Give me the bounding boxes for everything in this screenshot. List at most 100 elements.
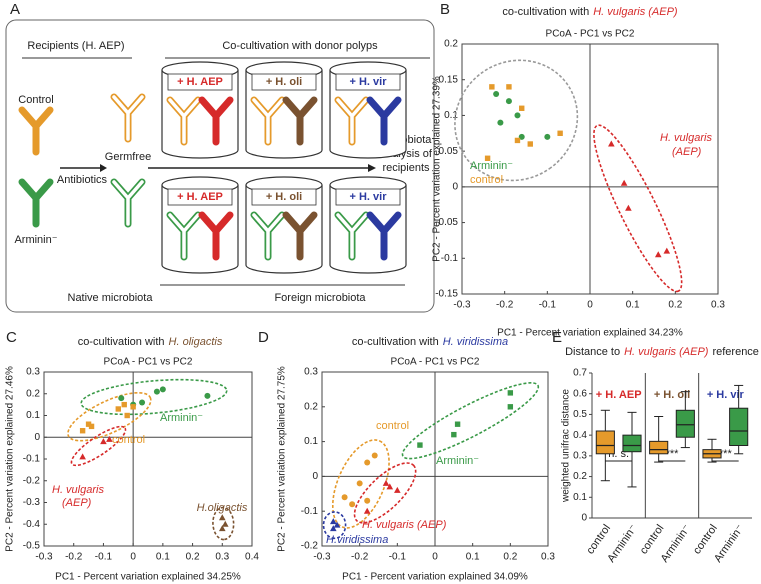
x-tick-label: 0.2 bbox=[186, 552, 200, 563]
polyp bbox=[366, 96, 402, 146]
significance: *** bbox=[719, 448, 733, 460]
point bbox=[484, 155, 491, 161]
y-axis-label: PC2 - Percent variation explained 27.46% bbox=[5, 366, 16, 552]
point bbox=[507, 404, 514, 410]
x-tick-label: 0.1 bbox=[626, 300, 640, 311]
y-tick-label: 0.7 bbox=[573, 368, 587, 379]
polyp-inner bbox=[112, 180, 144, 226]
annotation: control bbox=[112, 434, 145, 446]
chart-title: co-cultivation with H. viridissima bbox=[352, 336, 508, 348]
x-tick-label: 0.2 bbox=[668, 300, 682, 311]
label: Foreign microbiota bbox=[274, 292, 366, 304]
label: Control bbox=[18, 94, 53, 106]
y-tick-label: -0.2 bbox=[23, 475, 41, 486]
point bbox=[118, 395, 125, 402]
y-tick-label: 0 bbox=[312, 471, 318, 482]
box bbox=[675, 409, 695, 438]
box bbox=[649, 440, 669, 455]
label-box bbox=[335, 188, 401, 206]
point bbox=[204, 392, 211, 399]
y-tick-label: 0.3 bbox=[26, 367, 40, 378]
polyp bbox=[18, 178, 54, 228]
arrow-head bbox=[368, 164, 376, 172]
point bbox=[341, 494, 348, 501]
y-tick-label: -0.15 bbox=[435, 289, 458, 300]
point bbox=[518, 133, 525, 140]
polyp-inner bbox=[252, 98, 284, 144]
point bbox=[663, 247, 671, 254]
point bbox=[115, 406, 121, 412]
label-box bbox=[251, 188, 317, 206]
x-tick-label: 0.3 bbox=[215, 552, 229, 563]
x-tick-label: 0 bbox=[587, 300, 593, 311]
y-tick-label: 0.1 bbox=[573, 492, 587, 503]
y-tick-label: 0 bbox=[581, 513, 587, 524]
polyp-inner bbox=[252, 213, 284, 259]
point bbox=[349, 501, 356, 508]
box bbox=[729, 407, 749, 447]
point bbox=[106, 435, 113, 442]
y-tick-label: -0.05 bbox=[435, 217, 458, 228]
point bbox=[218, 514, 226, 521]
box bbox=[595, 430, 615, 455]
group-label: + H. AEP bbox=[596, 389, 642, 401]
x-tick-label: 0.3 bbox=[541, 552, 555, 563]
cluster-ellipse bbox=[593, 124, 683, 293]
point bbox=[493, 91, 500, 97]
point bbox=[514, 137, 521, 144]
cluster-ellipse bbox=[331, 439, 390, 529]
annotation: Arminin⁻ bbox=[470, 160, 513, 172]
label: Native microbiota bbox=[68, 292, 154, 304]
subtitle: PCoA - PC1 vs PC2 bbox=[104, 357, 193, 368]
point bbox=[544, 133, 551, 140]
label-box bbox=[335, 73, 401, 91]
x-tick-label: 0.1 bbox=[466, 552, 480, 563]
point bbox=[130, 404, 136, 410]
point bbox=[364, 459, 371, 466]
annotation: control bbox=[376, 420, 409, 432]
x-tick-label: -0.2 bbox=[65, 552, 83, 563]
label-box bbox=[167, 188, 233, 206]
panel-label: B bbox=[440, 1, 450, 18]
y-tick-label: -0.5 bbox=[23, 541, 41, 552]
point bbox=[489, 84, 495, 90]
title-species: H. vulgaris (AEP) bbox=[624, 346, 709, 358]
point bbox=[153, 388, 160, 395]
y-tick-label: 0.2 bbox=[26, 388, 40, 399]
y-tick-label: 0.2 bbox=[304, 401, 318, 412]
cluster-ellipse bbox=[67, 391, 152, 442]
polyp bbox=[282, 211, 318, 261]
cylinder-label: + H. oli bbox=[266, 76, 302, 88]
point bbox=[159, 386, 166, 393]
label: Arminin⁻ bbox=[14, 234, 57, 246]
cylinder-label: + H. AEP bbox=[177, 191, 223, 203]
point bbox=[79, 428, 86, 434]
label: Germfree bbox=[105, 151, 151, 163]
point bbox=[124, 412, 130, 419]
point bbox=[654, 251, 662, 258]
x-tick-label: 0 bbox=[432, 552, 438, 563]
cylinder-label: + H. AEP bbox=[177, 76, 223, 88]
panel-a-frame bbox=[5, 19, 435, 313]
x-tick-label: 0.4 bbox=[245, 552, 259, 563]
chart-title: co-cultivation with H. vulgaris (AEP) bbox=[502, 6, 678, 18]
annotation: H.viridissima bbox=[326, 534, 388, 546]
y-tick-label: 0.05 bbox=[439, 146, 459, 157]
polyp bbox=[366, 211, 402, 261]
point bbox=[218, 525, 226, 532]
point bbox=[139, 399, 146, 406]
point bbox=[88, 423, 95, 430]
point bbox=[451, 431, 457, 438]
point bbox=[507, 390, 514, 396]
point bbox=[505, 98, 512, 105]
x-axis-label: PC1 - Percent variation explained 34.23% bbox=[497, 328, 683, 339]
title-text: reference bbox=[712, 346, 758, 358]
cylinder-label: + H. vir bbox=[350, 76, 388, 88]
x-axis-label: PC1 - Percent variation explained 34.25% bbox=[55, 572, 241, 583]
polyp-inner bbox=[336, 98, 368, 144]
title-species: H. viridissima bbox=[443, 336, 508, 348]
x-tick-label: -0.3 bbox=[35, 552, 53, 563]
label: Antibiotics bbox=[57, 174, 108, 186]
chart-title: Distance to H. vulgaris (AEP) reference bbox=[565, 346, 759, 358]
